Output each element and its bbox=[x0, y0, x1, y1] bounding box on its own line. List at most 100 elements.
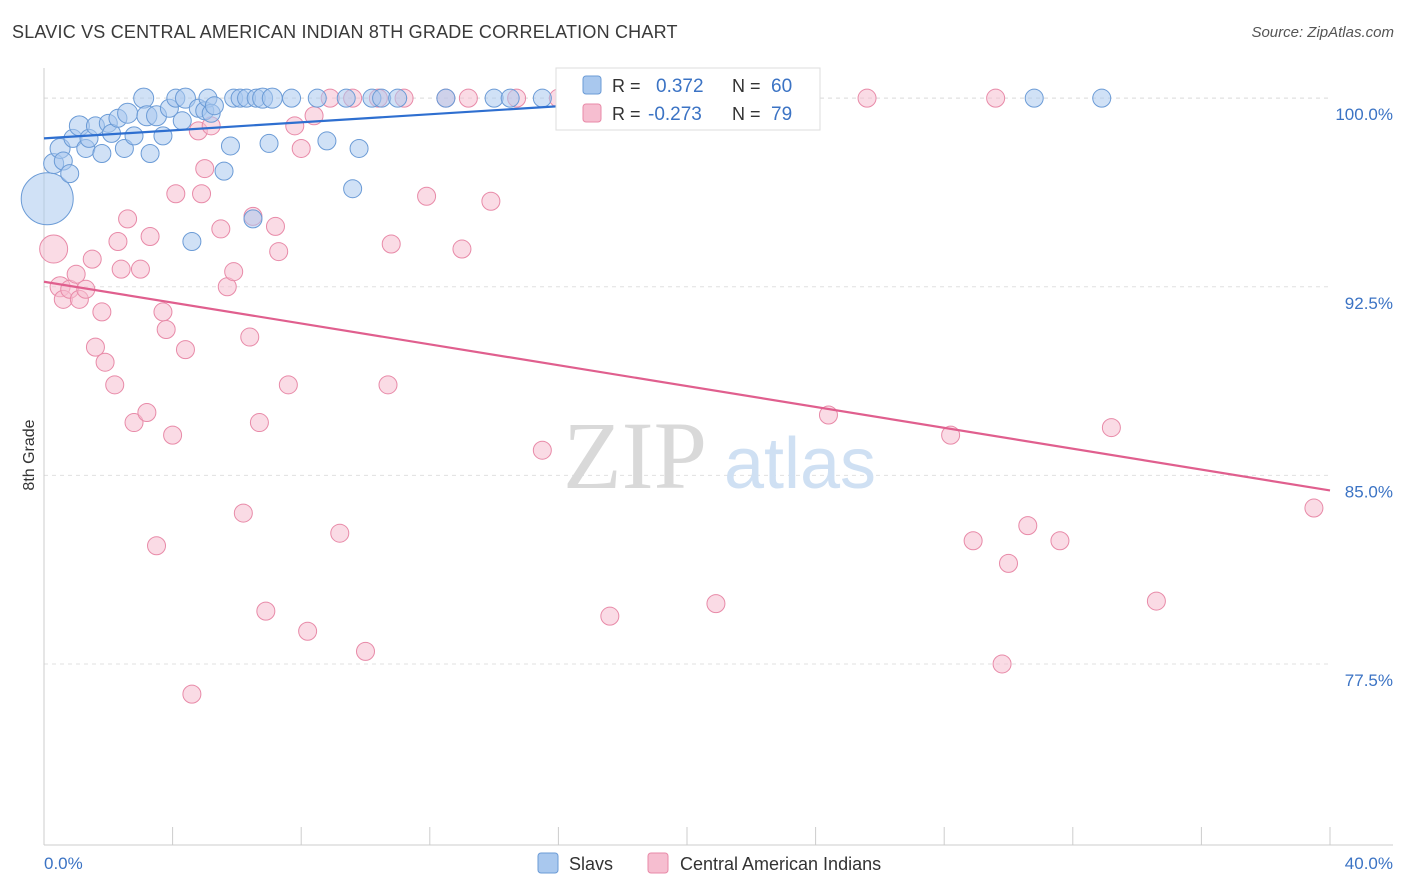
slavs-point bbox=[1024, 88, 1044, 108]
legend-cai-n-label: N = bbox=[732, 104, 761, 124]
y-tick-label: 100.0% bbox=[1335, 105, 1393, 124]
cai-point bbox=[1146, 591, 1166, 611]
slavs-point bbox=[261, 87, 283, 109]
slavs-point bbox=[500, 88, 520, 108]
cai-point bbox=[992, 654, 1012, 674]
cai-point bbox=[156, 320, 176, 340]
cai-point bbox=[706, 594, 726, 614]
cai-point bbox=[417, 186, 437, 206]
slavs-point bbox=[124, 126, 144, 146]
slavs-point bbox=[372, 88, 392, 108]
cai-point bbox=[130, 259, 150, 279]
legend-cai-r-label: R = bbox=[612, 104, 641, 124]
legend-slavs-r-label: R = bbox=[612, 76, 641, 96]
slavs-point bbox=[204, 96, 224, 116]
slavs-point bbox=[343, 179, 363, 199]
cai-point bbox=[600, 606, 620, 626]
cai-point bbox=[1304, 498, 1324, 518]
slavs-point bbox=[307, 88, 327, 108]
cai-point bbox=[381, 234, 401, 254]
slavs-point bbox=[436, 88, 456, 108]
slavs-point bbox=[336, 88, 356, 108]
cai-point bbox=[224, 262, 244, 282]
cai-point bbox=[1050, 531, 1070, 551]
cai-point bbox=[182, 684, 202, 704]
slavs-points bbox=[20, 87, 1112, 252]
cai-point bbox=[458, 88, 478, 108]
cai-point bbox=[240, 327, 260, 347]
slavs-point bbox=[60, 164, 80, 184]
grid bbox=[44, 97, 1330, 665]
cai-point bbox=[147, 536, 167, 556]
legend-cai-n-value: 79 bbox=[771, 104, 792, 125]
slavs-point bbox=[214, 161, 234, 181]
x-tick-label-max: 40.0% bbox=[1345, 854, 1393, 873]
cai-point bbox=[256, 601, 276, 621]
cai-point bbox=[175, 340, 195, 360]
cai-point bbox=[82, 249, 102, 269]
slavs-point bbox=[532, 88, 552, 108]
slavs-point bbox=[92, 143, 112, 163]
cai-point bbox=[265, 216, 285, 236]
slavs-point bbox=[484, 88, 504, 108]
cai-point bbox=[66, 264, 86, 284]
cai-point bbox=[39, 234, 69, 264]
legend-slavs-r-value: 0.372 bbox=[656, 76, 704, 97]
cai-point bbox=[963, 531, 983, 551]
bottom-legend: Slavs Central American Indians bbox=[537, 852, 881, 874]
cai-point bbox=[153, 302, 173, 322]
cai-point bbox=[452, 239, 472, 259]
slavs-point bbox=[1092, 88, 1112, 108]
cai-point bbox=[481, 191, 501, 211]
legend-slavs-n-value: 60 bbox=[771, 76, 792, 97]
cai-point bbox=[192, 184, 212, 204]
slavs-point bbox=[182, 232, 202, 252]
cai-point bbox=[108, 232, 128, 252]
legend-slavs-swatch bbox=[582, 75, 602, 95]
watermark: ZIP atlas bbox=[563, 402, 876, 509]
y-tick-label: 92.5% bbox=[1345, 294, 1393, 313]
bottom-legend-cai-swatch bbox=[647, 852, 669, 874]
slavs-point bbox=[117, 102, 139, 124]
cai-point bbox=[118, 209, 138, 229]
cai-point bbox=[163, 425, 183, 445]
y-axis-label: 8th Grade bbox=[21, 419, 38, 490]
cai-point bbox=[378, 375, 398, 395]
cai-point bbox=[211, 219, 231, 239]
cai-point bbox=[291, 138, 311, 158]
cai-point bbox=[986, 88, 1006, 108]
legend-cai-swatch bbox=[582, 103, 602, 123]
x-tick-label-min: 0.0% bbox=[44, 854, 83, 873]
slavs-point bbox=[259, 133, 279, 153]
slavs-point bbox=[172, 111, 192, 131]
bottom-legend-cai-label: Central American Indians bbox=[680, 854, 881, 874]
watermark-zip: ZIP bbox=[563, 402, 707, 509]
cai-points bbox=[39, 88, 1324, 704]
source-label: Source: ZipAtlas.com bbox=[1251, 24, 1394, 41]
cai-point bbox=[166, 184, 186, 204]
cai-point bbox=[999, 553, 1018, 573]
slavs-point bbox=[220, 136, 240, 156]
slavs-point bbox=[388, 88, 408, 108]
cai-point bbox=[137, 402, 157, 422]
cai-point bbox=[85, 337, 105, 357]
cai-point bbox=[298, 621, 318, 641]
cai-point bbox=[278, 375, 298, 395]
cai-point bbox=[330, 523, 350, 543]
chart-title: SLAVIC VS CENTRAL AMERICAN INDIAN 8TH GR… bbox=[12, 22, 678, 42]
slavs-point bbox=[114, 138, 134, 158]
axes: 100.0% 92.5% 85.0% 77.5% bbox=[43, 68, 1393, 846]
slavs-point bbox=[317, 131, 337, 151]
cai-point bbox=[105, 375, 125, 395]
cai-point bbox=[92, 302, 112, 322]
y-tick-label: 77.5% bbox=[1345, 671, 1393, 690]
cai-point bbox=[111, 259, 131, 279]
y-tick-label: 85.0% bbox=[1345, 482, 1393, 501]
legend-cai-r-value: -0.273 bbox=[648, 104, 702, 125]
slavs-point bbox=[349, 138, 369, 158]
cai-point bbox=[285, 116, 305, 136]
cai-point bbox=[95, 352, 115, 372]
bottom-legend-slavs-swatch bbox=[537, 852, 559, 874]
cai-point bbox=[140, 226, 160, 246]
